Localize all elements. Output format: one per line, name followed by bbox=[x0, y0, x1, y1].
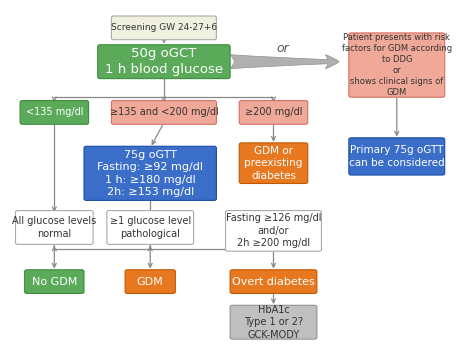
Text: All glucose levels
normal: All glucose levels normal bbox=[12, 216, 96, 239]
FancyBboxPatch shape bbox=[84, 146, 217, 200]
Text: ≥200 mg/dl: ≥200 mg/dl bbox=[245, 108, 302, 117]
FancyBboxPatch shape bbox=[349, 138, 445, 175]
Text: Patient presents with risk
factors for GDM according
to DDG
or
shows clinical si: Patient presents with risk factors for G… bbox=[342, 33, 452, 97]
FancyBboxPatch shape bbox=[25, 270, 84, 293]
FancyBboxPatch shape bbox=[226, 211, 321, 251]
FancyBboxPatch shape bbox=[239, 143, 308, 183]
Text: or: or bbox=[276, 42, 289, 55]
FancyBboxPatch shape bbox=[111, 16, 217, 40]
FancyBboxPatch shape bbox=[349, 33, 445, 97]
FancyBboxPatch shape bbox=[107, 211, 193, 244]
Text: GDM: GDM bbox=[137, 277, 164, 287]
Text: 50g oGCT
1 h blood glucose: 50g oGCT 1 h blood glucose bbox=[105, 47, 223, 76]
Text: Screening GW 24-27+6: Screening GW 24-27+6 bbox=[111, 23, 217, 32]
Text: ≥135 and <200 mg/dl: ≥135 and <200 mg/dl bbox=[109, 108, 219, 117]
Text: <135 mg/dl: <135 mg/dl bbox=[26, 108, 83, 117]
FancyBboxPatch shape bbox=[16, 211, 93, 244]
FancyBboxPatch shape bbox=[239, 101, 308, 124]
Text: 75g oGTT
Fasting: ≥92 mg/dl
1 h: ≥180 mg/dl
2h: ≥153 mg/dl: 75g oGTT Fasting: ≥92 mg/dl 1 h: ≥180 mg… bbox=[97, 150, 203, 197]
FancyBboxPatch shape bbox=[230, 305, 317, 339]
Text: GDM or
preexisting
diabetes: GDM or preexisting diabetes bbox=[244, 146, 303, 181]
FancyBboxPatch shape bbox=[230, 270, 317, 293]
Text: ≥1 glucose level
pathological: ≥1 glucose level pathological bbox=[109, 216, 191, 239]
Text: Fasting ≥126 mg/dl
and/or
2h ≥200 mg/dl: Fasting ≥126 mg/dl and/or 2h ≥200 mg/dl bbox=[226, 213, 321, 248]
FancyBboxPatch shape bbox=[20, 101, 89, 124]
FancyBboxPatch shape bbox=[125, 270, 175, 293]
Text: HbA1c
Type 1 or 2?
GCK-MODY: HbA1c Type 1 or 2? GCK-MODY bbox=[244, 305, 303, 340]
FancyBboxPatch shape bbox=[98, 45, 230, 79]
Text: No GDM: No GDM bbox=[32, 277, 77, 287]
Text: Primary 75g oGTT
can be considered: Primary 75g oGTT can be considered bbox=[349, 145, 445, 168]
FancyBboxPatch shape bbox=[111, 101, 217, 124]
Text: Overt diabetes: Overt diabetes bbox=[232, 277, 315, 287]
